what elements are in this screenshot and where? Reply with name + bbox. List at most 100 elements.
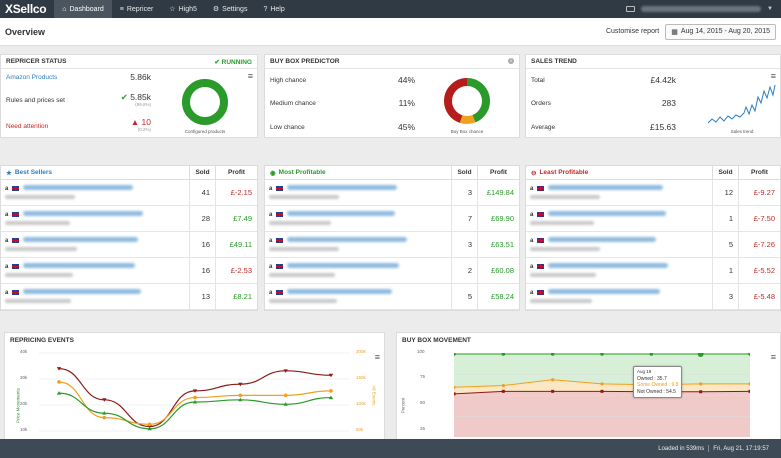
amazon-icon: a: [530, 263, 534, 270]
repricer-status-panel: REPRICER STATUS ✔ RUNNING ≡ Amazon Produc…: [0, 54, 258, 138]
table-row[interactable]: a 28 £7.49: [1, 205, 257, 232]
data-point: [550, 353, 555, 356]
amazon-icon: a: [5, 211, 9, 218]
gear-icon: ⚙: [212, 6, 220, 13]
table-row[interactable]: a 41 £-2.15: [1, 179, 257, 206]
data-point: [329, 389, 333, 393]
logo[interactable]: XSellco: [5, 2, 47, 16]
load-time: Loaded in 539ms: [658, 445, 705, 452]
uk-flag-icon: [537, 289, 544, 295]
panel-title: REPRICER STATUS: [6, 58, 67, 65]
amazon-products-link[interactable]: Amazon Products: [6, 74, 58, 81]
profit-header[interactable]: Profit: [477, 165, 519, 180]
donut-caption: Configured products: [184, 129, 226, 134]
orders-label: Orders: [531, 100, 551, 107]
nav-settings[interactable]: ⚙ Settings: [212, 5, 248, 14]
repricing-events-panel: REPRICING EVENTS ≡ 40k 30k 20k 10k 200k …: [4, 332, 385, 440]
warning-icon: ▲: [130, 117, 140, 127]
table-row[interactable]: a 2 £60.08: [265, 257, 519, 284]
menu-icon[interactable]: ≡: [770, 352, 776, 362]
data-point: [600, 389, 604, 393]
amazon-icon: a: [269, 289, 273, 296]
table-row[interactable]: a 3 £-5.48: [526, 283, 780, 310]
uk-flag-icon: [537, 237, 544, 243]
sold-header[interactable]: Sold: [451, 165, 477, 180]
table-row[interactable]: a 16 £-2.53: [1, 257, 257, 284]
y-tick: 100: [417, 349, 425, 354]
rules-set-percent: (99.8%): [135, 102, 151, 107]
home-icon: ⌂: [62, 5, 67, 13]
data-point: [57, 380, 61, 384]
sales-trend-panel: SALES TREND ≡ Total £4.42k Orders 283 Av…: [525, 54, 781, 138]
buy-box-donut: [444, 78, 490, 124]
total-value: £4.42k: [650, 75, 676, 85]
sold-header[interactable]: Sold: [712, 165, 738, 180]
table-row[interactable]: a 12 £-9.27: [526, 179, 780, 206]
y-axis-label: Percent: [400, 397, 406, 414]
help-icon: ?: [263, 5, 268, 13]
panel-title: BUY BOX MOVEMENT: [402, 336, 471, 344]
sparkline-caption: Sales trend: [730, 129, 754, 134]
table-row[interactable]: a 1 £-5.52: [526, 257, 780, 284]
uk-flag-icon: [12, 237, 19, 243]
sold-header[interactable]: Sold: [189, 165, 215, 180]
amazon-icon: a: [269, 263, 273, 270]
table-title: Best Sellers: [14, 169, 53, 176]
amazon-icon: a: [530, 185, 534, 192]
amazon-icon: a: [530, 211, 534, 218]
data-point: [600, 353, 604, 356]
profit-header[interactable]: Profit: [738, 165, 780, 180]
mail-icon[interactable]: [626, 6, 636, 12]
nav-help[interactable]: ? Help: [263, 5, 285, 13]
table-row[interactable]: a 5 £58.24: [265, 283, 519, 310]
menu-icon[interactable]: ≡: [247, 71, 253, 81]
amazon-icon: a: [5, 237, 9, 244]
divider: [708, 445, 710, 452]
coin-icon: ◉: [270, 169, 276, 177]
total-label: Total: [531, 77, 545, 84]
info-icon[interactable]: i: [508, 58, 514, 64]
tooltip-some-owned: Some Owned : 9.8: [637, 382, 679, 388]
chevron-down-icon[interactable]: ▼: [767, 6, 773, 12]
data-point: [748, 353, 750, 356]
donut-caption: Buy Box chance: [450, 129, 484, 134]
table-row[interactable]: a 3 £63.51: [265, 231, 519, 258]
data-point: [699, 390, 703, 394]
table-row[interactable]: a 13 £8.21: [1, 283, 257, 310]
check-icon: ✔: [120, 92, 128, 102]
amazon-icon: a: [269, 185, 273, 192]
table-row[interactable]: a 7 £69.90: [265, 205, 519, 232]
data-point: [501, 383, 505, 388]
rules-set-label: Rules and prices set: [6, 97, 65, 104]
user-email[interactable]: [641, 6, 762, 12]
date-range-button[interactable]: ▦ Aug 14, 2015 - Aug 20, 2015: [665, 23, 776, 40]
uk-flag-icon: [276, 289, 283, 295]
average-value: £15.63: [650, 122, 676, 132]
nav-dashboard[interactable]: ⌂ Dashboard: [54, 0, 112, 18]
data-point: [238, 382, 243, 387]
menu-icon[interactable]: ≡: [374, 352, 380, 362]
data-point: [192, 389, 198, 393]
amazon-icon: a: [269, 237, 273, 244]
y-tick: 20k: [20, 401, 28, 406]
table-row[interactable]: a 16 £49.11: [1, 231, 257, 258]
profit-header[interactable]: Profit: [215, 165, 257, 180]
nav-high5[interactable]: ☆ High5: [169, 5, 197, 14]
data-point: [193, 395, 197, 400]
amazon-products-count: 5.86k: [130, 72, 151, 82]
star-icon: ☆: [169, 6, 176, 13]
table-row[interactable]: a 3 £149.84: [265, 179, 519, 206]
uk-flag-icon: [12, 185, 19, 191]
table-row[interactable]: a 1 £-7.50: [526, 205, 780, 232]
menu-icon[interactable]: ≡: [770, 71, 776, 81]
data-point: [102, 415, 107, 420]
need-attention-link[interactable]: Need attention: [6, 123, 49, 130]
data-point: [238, 397, 243, 402]
nav-repricer[interactable]: ≡ Repricer: [119, 5, 154, 13]
chart-tooltip: Aug 19 Owned : 35.7 Some Owned : 9.8 Not…: [633, 366, 683, 398]
series-area: [454, 391, 750, 437]
buy-box-movement-panel: BUY BOX MOVEMENT ≡ 100 75 50 25 Percent …: [396, 332, 781, 440]
most-profitable-table: ◉ Most Profitable Sold Profit a 3 £149.84 a 7 £…: [264, 165, 520, 311]
table-row[interactable]: a 5 £-7.26: [526, 231, 780, 258]
sales-trend-sparkline: [708, 84, 776, 124]
